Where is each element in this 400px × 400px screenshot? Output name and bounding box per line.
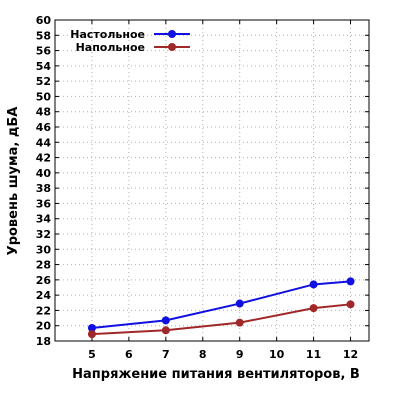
y-tick-label: 54 <box>36 60 52 73</box>
y-tick-label: 60 <box>36 14 52 27</box>
y-tick-label: 36 <box>36 197 52 210</box>
x-axis-label: Напряжение питания вентиляторов, В <box>72 367 360 382</box>
legend-label-2: Напольное <box>76 41 145 54</box>
data-point-2 <box>346 300 355 309</box>
legend-swatch-marker-1 <box>168 30 176 38</box>
x-tick-label: 12 <box>343 348 358 361</box>
y-tick-label: 50 <box>36 90 52 103</box>
x-tick-label: 9 <box>236 348 244 361</box>
data-point-2 <box>235 318 244 327</box>
plot-area <box>54 19 370 342</box>
plot-frame <box>54 19 370 342</box>
y-tick-label: 30 <box>36 243 52 256</box>
y-tick-label: 34 <box>36 213 52 226</box>
data-point-2 <box>161 326 170 335</box>
data-point-2 <box>87 330 96 339</box>
data-point-2 <box>309 304 318 313</box>
data-point-1 <box>87 324 96 333</box>
y-tick-label: 44 <box>36 136 52 149</box>
y-tick-label: 32 <box>36 228 51 241</box>
y-tick-label: 26 <box>36 274 52 287</box>
data-point-1 <box>309 280 318 289</box>
y-tick-label: 18 <box>36 335 51 348</box>
x-tick-label: 8 <box>199 348 207 361</box>
y-tick-label: 38 <box>36 182 51 195</box>
y-tick-label: 24 <box>36 289 52 302</box>
x-tick-label: 11 <box>306 348 321 361</box>
y-tick-label: 56 <box>36 45 52 58</box>
data-point-1 <box>161 316 170 325</box>
y-tick-label: 22 <box>36 304 51 317</box>
y-tick-label: 48 <box>36 106 51 119</box>
legend-label-1: Настольное <box>70 28 145 41</box>
x-tick-label: 5 <box>88 348 96 361</box>
y-tick-label: 40 <box>36 167 52 180</box>
data-point-1 <box>346 277 355 286</box>
y-axis: 18 20 22 24 26 28 30 32 34 36 38 40 42 44 46 48 50 52 54 56… <box>36 14 369 348</box>
y-axis-label: Уровень шума, дБА <box>6 107 21 256</box>
y-tick-label: 42 <box>36 152 51 165</box>
x-tick-label: 7 <box>162 348 170 361</box>
legend-swatch-marker-2 <box>168 43 176 51</box>
data-point-1 <box>235 299 244 308</box>
y-tick-label: 46 <box>36 121 52 134</box>
x-axis: 5 6 7 8 9 10 11 12 <box>88 20 358 361</box>
series <box>87 277 355 339</box>
y-tick-label: 58 <box>36 29 51 42</box>
y-tick-label: 20 <box>36 320 52 333</box>
grid <box>55 20 369 341</box>
y-tick-label: 52 <box>36 75 51 88</box>
x-tick-label: 6 <box>125 348 133 361</box>
x-tick-label: 10 <box>269 348 285 361</box>
y-tick-label: 28 <box>36 259 51 272</box>
